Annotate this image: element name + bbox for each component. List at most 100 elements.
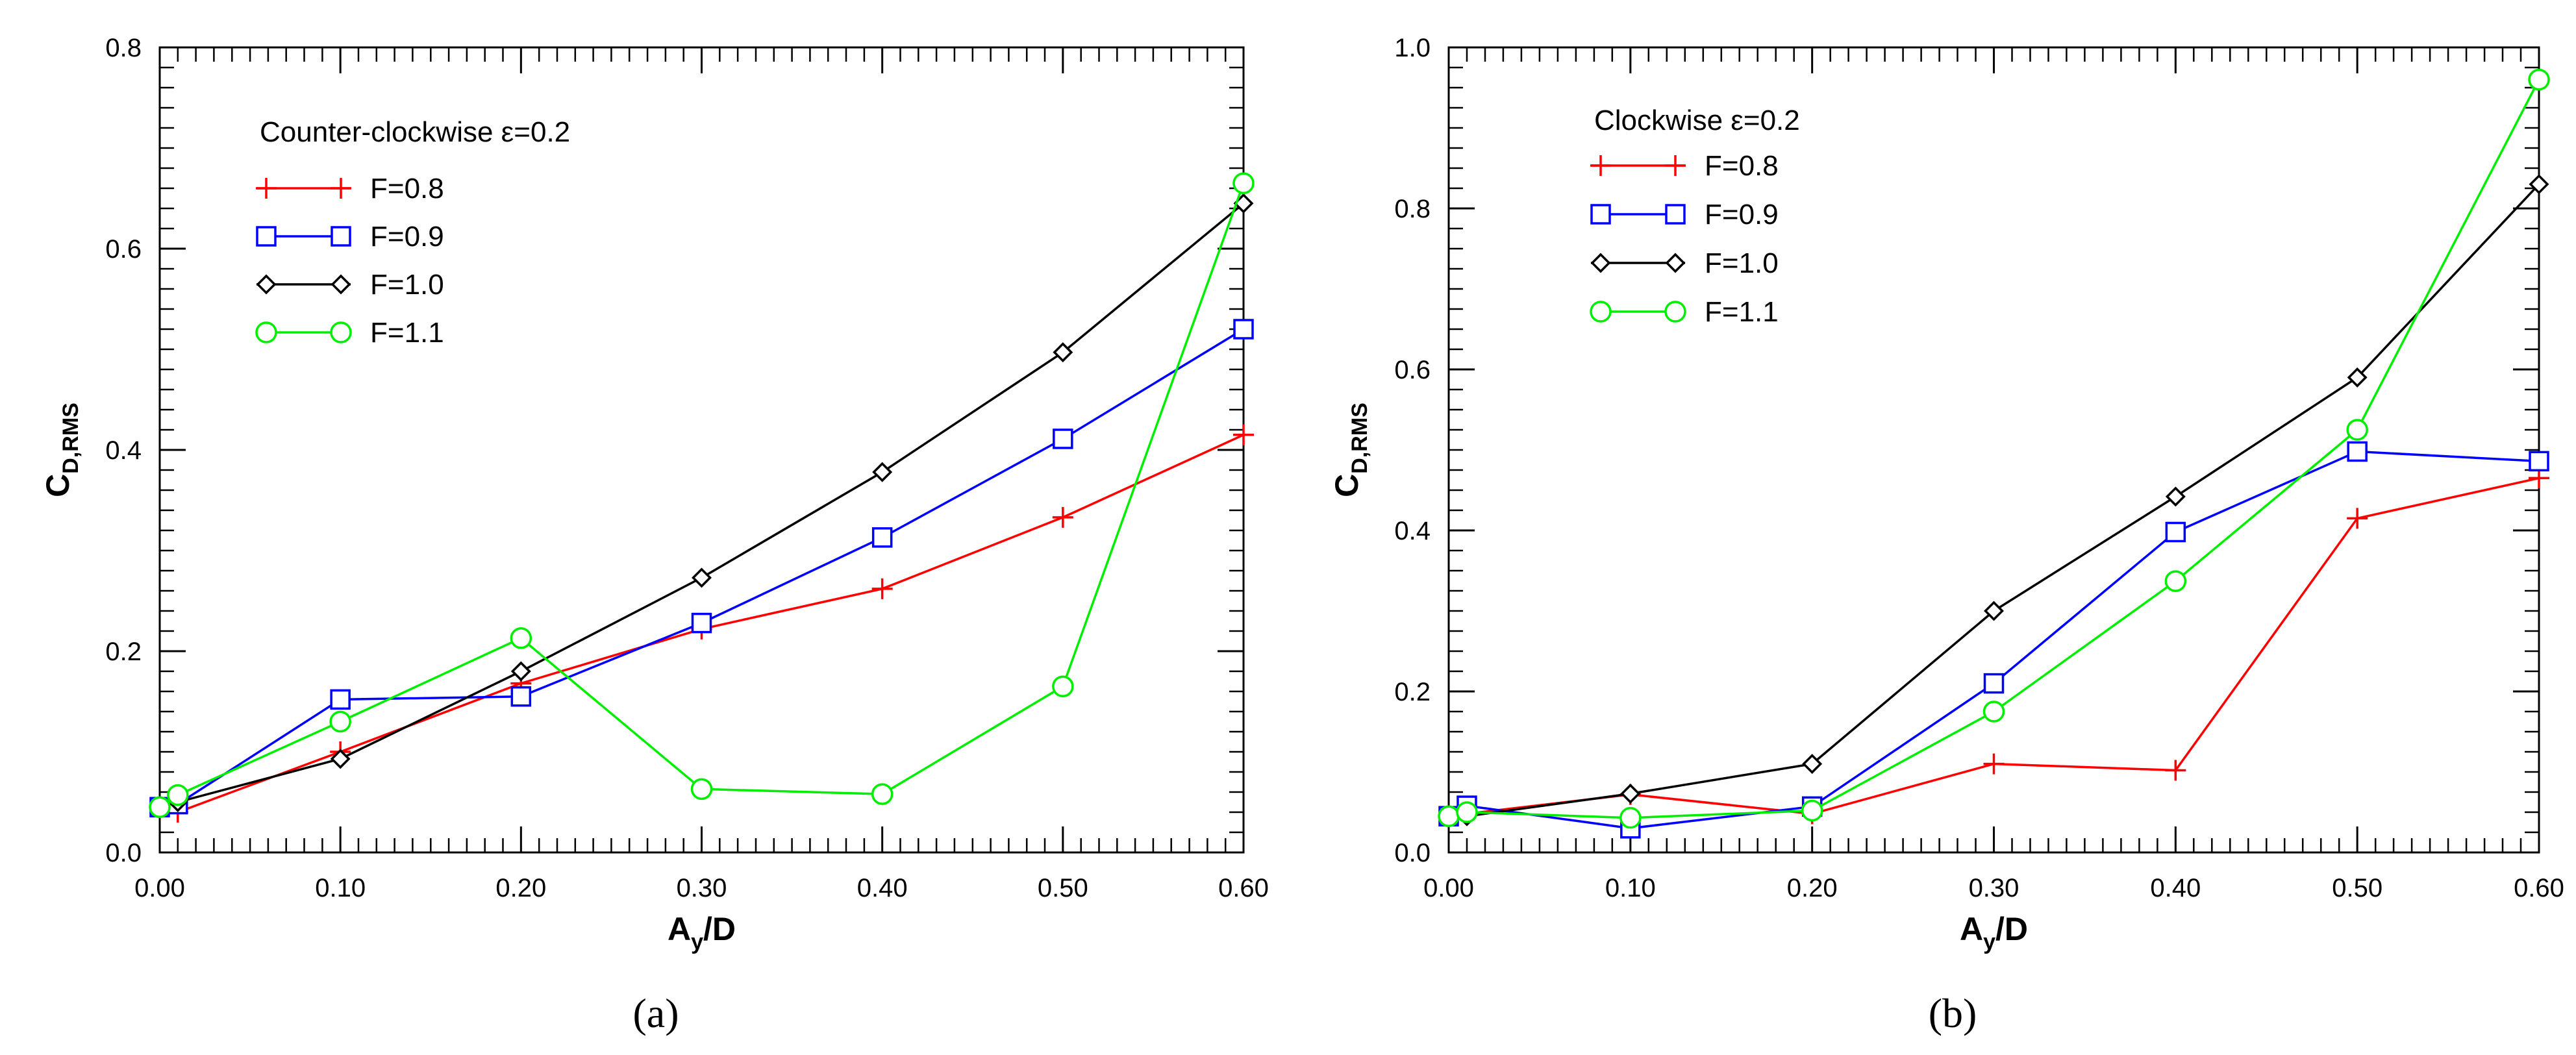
data-point-marker bbox=[1982, 701, 2005, 723]
y-tick-label: 0.2 bbox=[105, 638, 142, 666]
legend-marker bbox=[1665, 204, 1686, 225]
legend-marker bbox=[330, 321, 352, 343]
x-tick-label: 0.30 bbox=[1969, 874, 2020, 902]
data-point-marker bbox=[167, 784, 189, 806]
data-point-marker bbox=[510, 627, 532, 649]
x-tick-label: 0.60 bbox=[1218, 874, 1269, 902]
chart-panel-a: 0.00 0.10 0.20 0.30 0.40 0.50 0.60 0.0 0.2 0.4 0.6… bbox=[40, 34, 1269, 1036]
plot-frame bbox=[1447, 46, 2540, 854]
legend-entry: F=0.8 bbox=[256, 173, 444, 205]
data-point-marker bbox=[1456, 801, 1478, 823]
series-F=1.0 bbox=[149, 193, 1254, 817]
y-axis-title-main: C bbox=[40, 474, 76, 497]
legend-marker bbox=[331, 274, 351, 295]
legend-label: F=1.0 bbox=[370, 269, 444, 301]
legend-label: F=1.1 bbox=[370, 317, 444, 349]
data-point-marker bbox=[690, 778, 713, 801]
x-tick-label: 0.40 bbox=[2150, 874, 2201, 902]
legend-entry: F=1.1 bbox=[1590, 296, 1779, 328]
minor-ticks bbox=[158, 46, 1245, 854]
data-point-marker bbox=[2165, 521, 2186, 543]
legend-label: F=0.8 bbox=[1705, 150, 1779, 182]
legend-marker bbox=[1590, 204, 1611, 225]
legend-title: Counter-clockwise ε=0.2 bbox=[260, 116, 570, 148]
legend-marker bbox=[255, 321, 277, 343]
data-point-marker bbox=[871, 527, 893, 548]
data-point-marker bbox=[1232, 172, 1255, 194]
y-tick-label: 0.0 bbox=[1394, 839, 1431, 867]
y-tick-label: 0.0 bbox=[105, 839, 142, 867]
legend-marker bbox=[1665, 253, 1686, 273]
data-point-marker bbox=[1801, 799, 1823, 822]
x-tick-label: 0.50 bbox=[2332, 874, 2382, 902]
y-tick-label: 0.2 bbox=[1394, 678, 1431, 706]
data-point-marker bbox=[510, 661, 531, 682]
legend-marker bbox=[256, 274, 277, 295]
data-point-marker bbox=[330, 689, 351, 710]
data-point-marker bbox=[2165, 760, 2186, 781]
data-point-marker bbox=[872, 462, 893, 482]
series-line bbox=[1448, 79, 2540, 819]
y-tick-label: 0.8 bbox=[1394, 195, 1431, 223]
data-point-marker bbox=[329, 710, 351, 733]
series-F=1.1 bbox=[1438, 68, 2550, 829]
legend-entry: F=1.0 bbox=[1590, 247, 1779, 279]
data-point-marker bbox=[2164, 570, 2187, 592]
data-point-marker bbox=[2347, 508, 2368, 529]
data-point-marker bbox=[2528, 68, 2550, 91]
data-point-marker bbox=[1438, 805, 1460, 827]
data-point-marker bbox=[692, 567, 712, 588]
legend-marker bbox=[1590, 155, 1611, 176]
legend-marker bbox=[256, 226, 277, 247]
y-axis-title-main: C bbox=[1329, 474, 1365, 497]
y-axis-title-sub: D,RMS bbox=[58, 403, 83, 474]
x-tick-label: 0.00 bbox=[1423, 874, 1474, 902]
legend-marker bbox=[1665, 155, 1686, 176]
series-line bbox=[159, 182, 1245, 808]
legend-entry: F=0.9 bbox=[256, 221, 444, 253]
x-tick-label: 0.10 bbox=[315, 874, 366, 902]
y-axis-title: CD,RMS bbox=[40, 403, 83, 497]
data-point-marker bbox=[871, 783, 894, 805]
data-point-marker bbox=[1233, 319, 1254, 340]
data-point-marker bbox=[691, 612, 712, 634]
legend-marker bbox=[331, 226, 351, 247]
y-tick-label: 0.6 bbox=[1394, 356, 1431, 384]
data-point-marker bbox=[2347, 367, 2368, 388]
legend-entry: F=1.1 bbox=[255, 317, 444, 349]
series-F=1.0 bbox=[1438, 174, 2549, 826]
legend-label: F=0.9 bbox=[370, 221, 444, 253]
data-point-marker bbox=[2529, 451, 2549, 472]
plot-frame bbox=[158, 46, 1245, 854]
y-axis-title-sub: D,RMS bbox=[1347, 403, 1372, 474]
x-tick-label: 0.20 bbox=[495, 874, 546, 902]
series-line bbox=[159, 328, 1244, 809]
minor-ticks bbox=[1447, 46, 2540, 854]
y-tick-label: 0.6 bbox=[105, 235, 142, 264]
legend-marker bbox=[256, 178, 277, 199]
data-point-marker bbox=[871, 578, 893, 599]
data-point-marker bbox=[1052, 675, 1074, 697]
minor-tick-marks bbox=[158, 46, 1245, 854]
legend-entry: F=0.9 bbox=[1590, 199, 1779, 230]
series-F=1.1 bbox=[149, 172, 1255, 818]
legend-label: F=1.1 bbox=[1705, 296, 1779, 328]
data-point-marker bbox=[149, 796, 171, 818]
chart-panel-b: 0.00 0.10 0.20 0.30 0.40 0.50 0.60 0.0 0.2 0.4 0.6… bbox=[1329, 34, 2564, 1036]
x-tick-label: 0.60 bbox=[2514, 874, 2564, 902]
legend-entry: F=1.0 bbox=[256, 269, 444, 301]
data-point-marker bbox=[2529, 174, 2549, 195]
series-line bbox=[159, 434, 1244, 813]
legend-label: F=0.9 bbox=[1705, 199, 1779, 230]
legend: Counter-clockwise ε=0.2 F=0.8 F=0.9 F=1.0 F=… bbox=[255, 116, 570, 349]
y-axis-title: CD,RMS bbox=[1329, 403, 1372, 497]
data-point-marker bbox=[1984, 601, 2004, 621]
x-axis-title-suffix: /D bbox=[1995, 911, 2028, 947]
series-line bbox=[159, 202, 1245, 808]
x-tick-label: 0.10 bbox=[1605, 874, 1656, 902]
data-point-marker bbox=[1053, 342, 1073, 363]
legend: Clockwise ε=0.2 F=0.8 F=0.9 F=1.0 F=1.1 bbox=[1590, 105, 1800, 328]
legend-entry: F=0.8 bbox=[1590, 150, 1779, 182]
legend-marker bbox=[331, 178, 351, 199]
y-tick-label: 0.8 bbox=[105, 34, 142, 62]
